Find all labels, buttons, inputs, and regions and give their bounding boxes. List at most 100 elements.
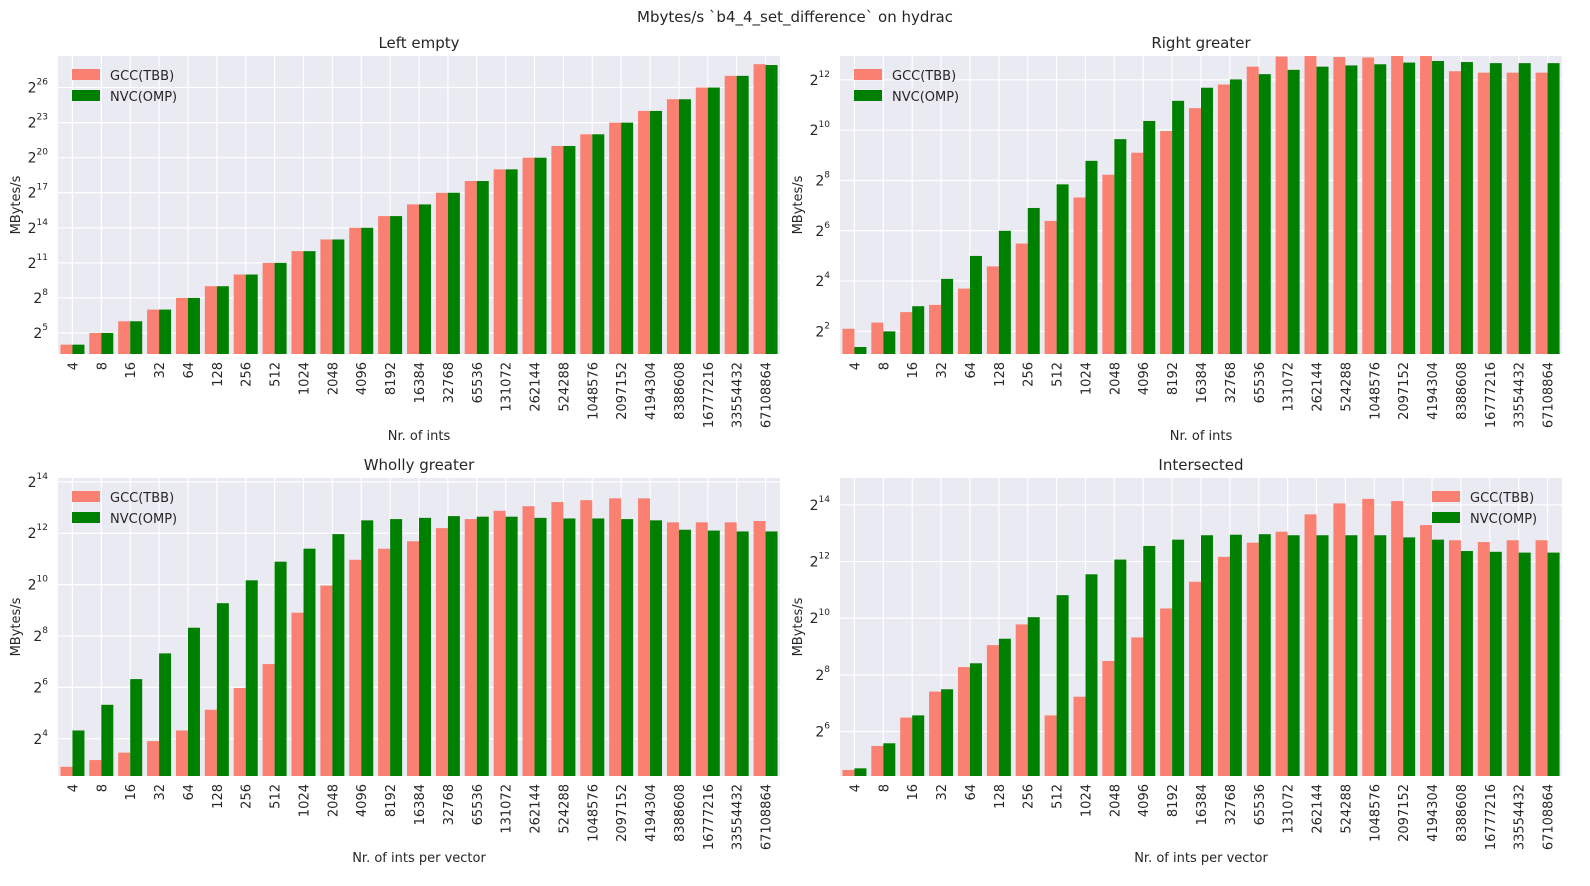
bar-gcc-4 xyxy=(60,766,73,776)
x-tick-label: 1048576 xyxy=(1368,784,1383,842)
bar-nvc-4194304 xyxy=(650,110,663,354)
bar-nvc-524288 xyxy=(1345,65,1358,354)
legend-label: GCC(TBB) xyxy=(1470,491,1534,506)
bar-nvc-512 xyxy=(1056,595,1069,776)
bar-nvc-128 xyxy=(998,638,1011,776)
legend-label: GCC(TBB) xyxy=(110,491,174,506)
bar-nvc-67108864 xyxy=(765,65,778,355)
x-tick-label: 8192 xyxy=(384,362,399,395)
bar-gcc-1024 xyxy=(291,612,304,776)
bar-gcc-128 xyxy=(986,266,999,354)
bar-gcc-67108864 xyxy=(1535,540,1548,776)
bar-nvc-16384 xyxy=(1201,87,1213,355)
bar-gcc-32768 xyxy=(435,192,448,354)
bar-nvc-4 xyxy=(854,768,867,776)
x-tick-label: 1048576 xyxy=(1368,362,1383,420)
x-tick-label: 524288 xyxy=(557,784,572,834)
x-tick-label: 8 xyxy=(95,784,110,792)
x-tick-label: 8 xyxy=(877,362,892,370)
x-tick-label: 4194304 xyxy=(644,362,659,420)
bar-nvc-128 xyxy=(998,230,1011,354)
bar-gcc-64 xyxy=(175,297,188,354)
x-tick-label: 512 xyxy=(1051,362,1066,387)
x-tick-label: 2097152 xyxy=(615,362,630,420)
y-tick-label: 25 xyxy=(33,323,48,342)
bar-nvc-512 xyxy=(274,561,287,776)
bar-nvc-32768 xyxy=(1229,534,1242,776)
legend-swatch xyxy=(1432,512,1460,523)
bar-gcc-256 xyxy=(1015,624,1028,776)
bar-nvc-64 xyxy=(187,297,200,354)
legend-label: NVC(OMP) xyxy=(1470,512,1537,527)
x-tick-label: 262144 xyxy=(1311,784,1326,834)
bar-nvc-1048576 xyxy=(1374,64,1387,354)
bar-nvc-33554432 xyxy=(1518,552,1531,776)
bar-nvc-8192 xyxy=(390,519,403,776)
x-tick-label: 262144 xyxy=(529,362,544,412)
bar-nvc-524288 xyxy=(1345,535,1358,776)
x-tick-label: 16777216 xyxy=(1484,784,1499,850)
bar-gcc-4 xyxy=(60,344,73,354)
bar-gcc-64 xyxy=(957,288,970,354)
bar-gcc-4096 xyxy=(349,227,362,354)
bar-gcc-2048 xyxy=(320,239,333,354)
bar-gcc-16777216 xyxy=(695,522,708,776)
y-tick-label: 226 xyxy=(28,78,49,97)
bar-gcc-1024 xyxy=(1073,696,1086,776)
bar-nvc-2048 xyxy=(332,239,345,354)
bar-nvc-128 xyxy=(216,603,229,776)
chart-panel-wholly-greater: 24 26 28 210 212 214 4 8 16 32 64 128 256 512 1024 2048… xyxy=(9,456,780,866)
x-tick-label: 8192 xyxy=(384,784,399,817)
legend-swatch xyxy=(854,90,882,101)
x-tick-label: 16384 xyxy=(413,784,428,825)
x-tick-label: 4 xyxy=(66,362,81,370)
y-tick-label: 28 xyxy=(815,665,830,684)
bar-gcc-262144 xyxy=(1304,514,1317,776)
x-tick-label: 1024 xyxy=(1079,362,1094,395)
bar-nvc-65536 xyxy=(1258,534,1271,776)
bar-gcc-16384 xyxy=(407,204,419,354)
x-tick-label: 64 xyxy=(964,784,979,801)
bar-nvc-4194304 xyxy=(1432,539,1445,776)
x-tick-label: 4 xyxy=(66,784,81,792)
bar-gcc-524288 xyxy=(551,145,564,354)
x-tick-label: 2048 xyxy=(1108,362,1123,395)
x-axis-label: Nr. of ints xyxy=(1170,429,1233,444)
bar-gcc-16384 xyxy=(1189,581,1201,776)
x-tick-label: 65536 xyxy=(471,362,486,403)
x-tick-label: 131072 xyxy=(1282,362,1297,412)
bar-nvc-33554432 xyxy=(1518,63,1531,355)
bar-nvc-4096 xyxy=(1143,120,1156,354)
y-tick-label: 26 xyxy=(815,221,830,240)
x-tick-label: 4 xyxy=(848,784,863,792)
x-tick-label: 131072 xyxy=(500,784,515,834)
bar-nvc-1024 xyxy=(1085,160,1098,354)
y-tick-label: 210 xyxy=(810,608,831,627)
y-tick-label: 214 xyxy=(810,495,831,514)
bar-gcc-67108864 xyxy=(753,64,766,354)
bar-gcc-4 xyxy=(842,328,855,354)
bar-gcc-1048576 xyxy=(580,500,593,776)
x-tick-label: 256 xyxy=(240,362,255,387)
bar-gcc-4096 xyxy=(349,559,362,776)
legend-label: NVC(OMP) xyxy=(892,90,959,105)
x-tick-label: 16 xyxy=(906,784,921,801)
x-tick-label: 128 xyxy=(211,362,226,387)
bar-nvc-4194304 xyxy=(1432,60,1445,355)
bar-nvc-65536 xyxy=(1258,74,1271,354)
y-tick-label: 211 xyxy=(28,253,48,272)
bar-gcc-16 xyxy=(118,752,131,776)
x-tick-label: 131072 xyxy=(500,362,515,412)
bar-gcc-1048576 xyxy=(1362,57,1375,355)
x-tick-label: 8388608 xyxy=(1455,362,1470,420)
bar-nvc-1024 xyxy=(1085,574,1098,776)
y-tick-label: 212 xyxy=(810,70,830,89)
bar-gcc-8 xyxy=(89,332,102,354)
bar-gcc-8192 xyxy=(378,216,391,354)
bar-nvc-262144 xyxy=(1316,535,1329,776)
bar-nvc-8 xyxy=(883,331,896,354)
bar-nvc-131072 xyxy=(505,516,518,776)
x-tick-label: 4096 xyxy=(1137,784,1152,817)
bar-nvc-256 xyxy=(245,274,258,354)
y-tick-label: 26 xyxy=(815,722,830,741)
